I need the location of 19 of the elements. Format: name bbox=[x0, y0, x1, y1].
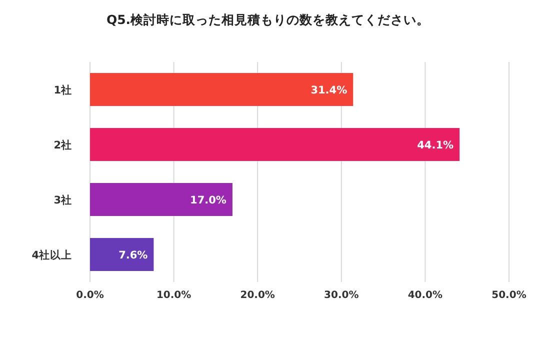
data-label: 17.0% bbox=[190, 194, 227, 206]
data-label: 44.1% bbox=[417, 140, 454, 152]
x-tick-label: 20.0% bbox=[240, 290, 275, 301]
data-label: 31.4% bbox=[310, 84, 348, 96]
x-tick-label: 30.0% bbox=[324, 290, 359, 301]
y-tick-label: 2社 bbox=[54, 138, 72, 152]
x-tick-label: 10.0% bbox=[156, 290, 192, 301]
bar bbox=[90, 128, 460, 161]
y-tick-label: 3社 bbox=[54, 194, 72, 206]
x-tick-label: 50.0% bbox=[492, 290, 526, 301]
chart-title: Q5.検討時に取った相見積もりの数を教えてください。 bbox=[106, 12, 430, 27]
x-tick-label: 0.0% bbox=[76, 290, 104, 301]
x-tick-label: 40.0% bbox=[408, 290, 443, 301]
bar bbox=[90, 238, 154, 271]
y-tick-label: 1社 bbox=[54, 84, 72, 96]
data-label: 7.6% bbox=[118, 250, 148, 262]
y-tick-label: 4社以上 bbox=[32, 248, 72, 262]
bar bbox=[90, 183, 232, 216]
bar bbox=[90, 73, 354, 106]
